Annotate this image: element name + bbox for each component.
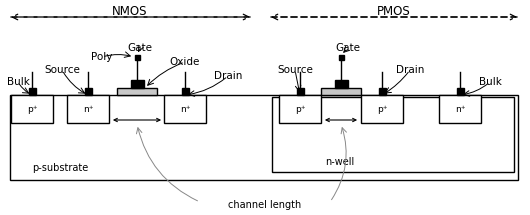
- Text: NMOS: NMOS: [112, 5, 148, 18]
- Bar: [279, 95, 321, 123]
- Bar: [181, 88, 189, 95]
- Bar: [10, 95, 518, 180]
- Text: p⁺: p⁺: [26, 104, 37, 114]
- Bar: [339, 55, 343, 60]
- Bar: [67, 95, 109, 123]
- Bar: [439, 95, 481, 123]
- Bar: [361, 95, 403, 123]
- Text: Drain: Drain: [396, 65, 424, 75]
- Bar: [272, 97, 514, 172]
- Text: Source: Source: [44, 65, 80, 75]
- Bar: [29, 88, 36, 95]
- Bar: [84, 88, 92, 95]
- Text: n⁺: n⁺: [455, 104, 465, 114]
- Text: Gate: Gate: [335, 43, 360, 53]
- Bar: [130, 80, 144, 88]
- Text: Bulk: Bulk: [6, 77, 30, 87]
- Bar: [164, 95, 206, 123]
- Text: Oxide: Oxide: [170, 57, 200, 67]
- Text: n⁺: n⁺: [83, 104, 93, 114]
- Text: PMOS: PMOS: [377, 5, 411, 18]
- Text: channel length: channel length: [228, 200, 302, 210]
- Bar: [321, 88, 361, 95]
- Bar: [334, 80, 348, 88]
- Text: n-well: n-well: [325, 157, 355, 167]
- Bar: [11, 95, 53, 123]
- Bar: [378, 88, 385, 95]
- Text: p-substrate: p-substrate: [32, 163, 88, 173]
- Text: Gate: Gate: [128, 43, 153, 53]
- Text: n⁺: n⁺: [180, 104, 190, 114]
- Text: Drain: Drain: [214, 71, 242, 81]
- Bar: [296, 88, 304, 95]
- Text: p⁺: p⁺: [377, 104, 387, 114]
- Text: Bulk: Bulk: [479, 77, 501, 87]
- Text: Poly: Poly: [91, 52, 113, 62]
- Text: p⁺: p⁺: [295, 104, 305, 114]
- Text: Source: Source: [277, 65, 313, 75]
- Bar: [456, 88, 464, 95]
- Bar: [117, 88, 157, 95]
- Bar: [135, 55, 139, 60]
